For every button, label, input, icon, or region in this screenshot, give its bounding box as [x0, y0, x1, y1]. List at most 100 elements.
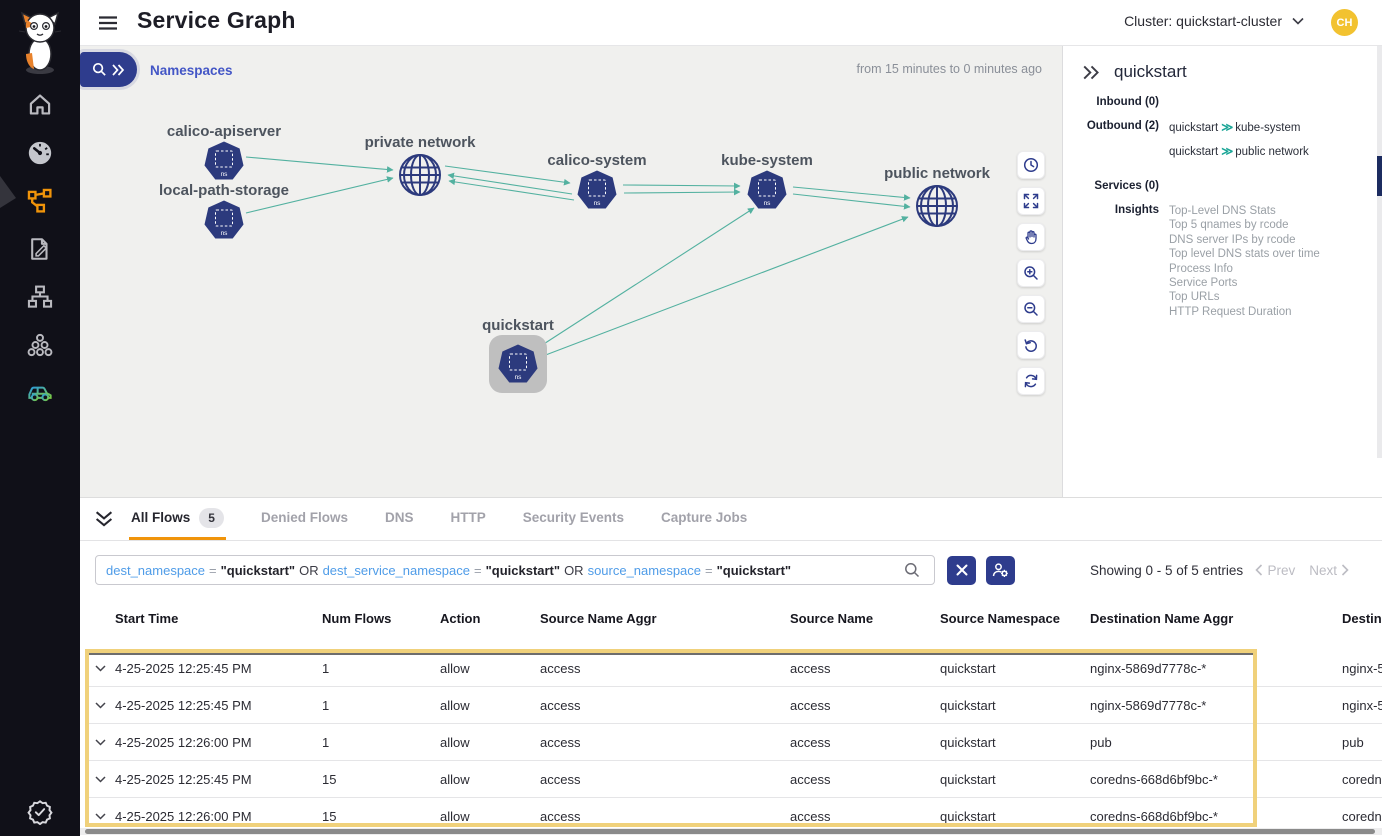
outbound-entry[interactable]: quickstart ≫ public network — [1169, 146, 1309, 158]
graph-tool-zoom-out[interactable] — [1017, 295, 1045, 323]
expand-row-icon[interactable] — [85, 738, 115, 746]
table-cell: 4-25-2025 12:25:45 PM — [115, 660, 252, 676]
table-cell: nginx-5869d7778c-* — [1090, 697, 1207, 713]
table-cell: 4-25-2025 12:25:45 PM — [115, 771, 252, 787]
flow-query-input[interactable]: dest_namespace = "quickstart" OR dest_servic… — [95, 555, 935, 585]
graph-tool-pan[interactable] — [1017, 223, 1045, 251]
table-cell: quickstart — [940, 771, 996, 787]
sidebar-item-service-graph[interactable] — [27, 188, 53, 214]
cluster-icon — [27, 333, 53, 357]
query-token: dest_namespace — [106, 562, 206, 578]
insight-item[interactable]: HTTP Request Duration — [1169, 305, 1292, 318]
sidebar-item-home[interactable] — [27, 92, 53, 118]
insight-item[interactable]: Process Info — [1169, 262, 1233, 275]
node-label: kube-system — [721, 152, 813, 169]
insight-item[interactable]: Service Ports — [1169, 277, 1238, 290]
column-header[interactable]: Source Name — [790, 611, 874, 626]
expand-row-icon[interactable] — [85, 664, 115, 672]
node-label: local-path-storage — [158, 182, 290, 199]
graph-tool-clock[interactable] — [1017, 151, 1045, 179]
panel-scrollbar[interactable] — [1377, 46, 1382, 458]
tab-all-flows[interactable]: All Flows 5 — [129, 498, 226, 540]
avatar[interactable]: CH — [1331, 9, 1358, 36]
dashboard-icon — [28, 141, 52, 165]
column-header[interactable]: Destination Name — [1342, 611, 1382, 626]
outbound-entry[interactable]: quickstart ≫ kube-system — [1169, 122, 1301, 134]
collapse-flows-icon[interactable] — [95, 511, 113, 527]
sidebar-item-dashboard[interactable] — [27, 140, 53, 166]
table-row[interactable]: 4-25-2025 12:25:45 PM 1 allow access access q… — [85, 650, 1382, 687]
expand-row-icon[interactable] — [85, 775, 115, 783]
table-row[interactable]: 4-25-2025 12:25:45 PM 15 allow access access… — [85, 761, 1382, 798]
tab-dns[interactable]: DNS — [384, 510, 414, 525]
insight-item[interactable]: Top-Level DNS Stats — [1169, 205, 1276, 217]
search-icon — [92, 62, 106, 76]
column-header[interactable]: Start Time — [115, 611, 179, 626]
tab-http[interactable]: HTTP — [450, 510, 486, 525]
graph-node-private-network[interactable]: private network — [365, 134, 475, 198]
sidebar-item-network-sets[interactable] — [27, 284, 53, 310]
graph-node-calico-system[interactable]: calico-system ns — [547, 152, 647, 210]
cluster-selector-label: Cluster: quickstart-cluster — [1124, 13, 1282, 29]
prev-button[interactable]: Prev — [1255, 563, 1295, 578]
car-icon — [28, 386, 52, 402]
graph-node-local-path-storage[interactable]: local-path-storage ns — [159, 182, 289, 240]
insights-list: Top-Level DNS Stats Top 5 qnames by rcode… — [1169, 204, 1320, 319]
namespace-icon: ns — [489, 335, 547, 393]
search-icon[interactable] — [904, 562, 920, 578]
table-row[interactable]: 4-25-2025 12:25:45 PM 1 allow access access q… — [85, 687, 1382, 724]
table-cell: nginx-5869d7778c-* — [1090, 660, 1207, 676]
table-row[interactable]: 4-25-2025 12:26:00 PM 1 allow access access q… — [85, 724, 1382, 761]
pan-icon — [1023, 229, 1039, 245]
insights-label: Insights — [1114, 204, 1159, 216]
insight-item[interactable]: Top level DNS stats over time — [1169, 248, 1320, 261]
clear-filter-button[interactable] — [947, 555, 976, 585]
tab-capture-jobs[interactable]: Capture Jobs — [661, 510, 748, 525]
table-horizontal-scrollbar[interactable] — [80, 828, 1382, 835]
tab-denied-flows[interactable]: Denied Flows — [260, 510, 348, 525]
sidebar-item-compliance[interactable] — [27, 379, 53, 405]
sidebar-item-certificate[interactable] — [27, 799, 53, 825]
graph-tool-refresh[interactable] — [1017, 367, 1045, 395]
namespace-icon: ns — [204, 141, 244, 181]
graph-node-public-network[interactable]: public network — [884, 165, 990, 229]
graph-search-pill[interactable] — [80, 52, 137, 87]
top-bar: Service Graph Cluster: quickstart-cluste… — [80, 0, 1382, 46]
insight-item[interactable]: DNS server IPs by rcode — [1169, 233, 1296, 246]
breadcrumb-namespaces[interactable]: Namespaces — [150, 63, 233, 78]
graph-node-kube-system[interactable]: kube-system ns — [721, 152, 813, 210]
column-header[interactable]: Action — [440, 611, 481, 626]
column-header[interactable]: Num Flows — [322, 611, 392, 626]
column-header[interactable]: Destination Name Aggr — [1090, 611, 1234, 626]
hamburger-menu-icon[interactable] — [97, 12, 119, 34]
flow-settings-button[interactable] — [986, 555, 1015, 585]
sidebar-item-components[interactable] — [27, 332, 53, 358]
service-graph-canvas[interactable]: calico-apiserver ns local-path-storage n… — [80, 46, 1062, 497]
graph-node-quickstart[interactable]: quickstart ns — [482, 317, 554, 393]
collapse-panel-icon[interactable] — [1083, 65, 1100, 80]
column-header[interactable]: Source Name Aggr — [540, 611, 657, 626]
graph-node-calico-apiserver[interactable]: calico-apiserver ns — [167, 123, 281, 181]
graph-tool-zoom-in[interactable] — [1017, 259, 1045, 287]
table-cell: allow — [440, 697, 470, 713]
page-title: Service Graph — [137, 7, 296, 33]
table-cell: nginx-5869d7778c-* — [1342, 697, 1382, 713]
cluster-selector[interactable]: Cluster: quickstart-cluster — [1124, 13, 1304, 29]
expand-row-icon[interactable] — [85, 812, 115, 820]
expand-row-icon[interactable] — [85, 701, 115, 709]
flows-tab-bar: All Flows 5 Denied Flows DNS HTTP Security Ev… — [80, 498, 1382, 541]
insight-item[interactable]: Top 5 qnames by rcode — [1169, 219, 1289, 232]
namespace-icon: ns — [577, 170, 617, 210]
column-header[interactable]: Source Namespace — [940, 611, 1060, 626]
sidebar-item-policies[interactable] — [27, 236, 53, 262]
next-button[interactable]: Next — [1309, 563, 1349, 578]
inbound-label: Inbound (0) — [1096, 96, 1159, 108]
tab-security-events[interactable]: Security Events — [522, 510, 625, 525]
panel-scrollbar-thumb[interactable] — [1377, 156, 1382, 196]
graph-tool-fit-screen[interactable] — [1017, 187, 1045, 215]
policy-edit-icon — [31, 238, 48, 260]
table-scrollbar-thumb[interactable] — [85, 829, 1375, 834]
insight-item[interactable]: Top URLs — [1169, 291, 1220, 304]
graph-tool-undo[interactable] — [1017, 331, 1045, 359]
table-cell: 15 — [322, 771, 337, 787]
